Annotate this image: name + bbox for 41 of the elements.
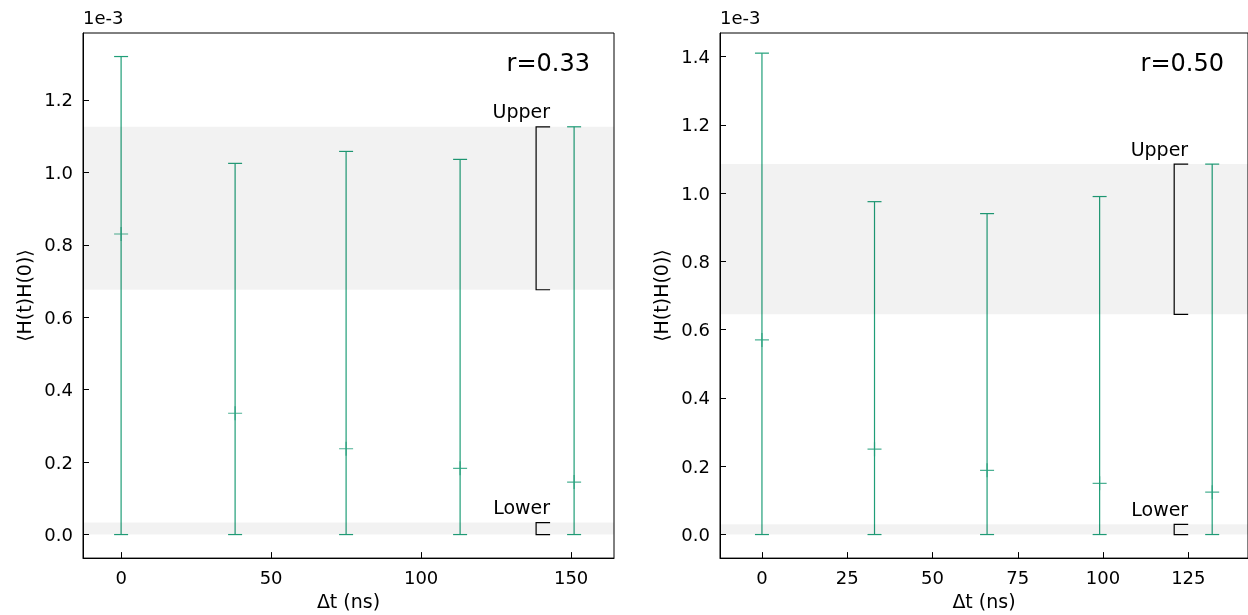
y-tick-label: 0.0 [681, 524, 710, 546]
y-tick-label: 0.8 [44, 234, 73, 256]
y-tick-label: 0.8 [681, 250, 710, 272]
y-tick-label: 1.0 [681, 182, 710, 204]
x-tick-label: 0 [115, 566, 127, 588]
text: 1e-3 [720, 6, 761, 28]
x-tick-label: 25 [835, 566, 859, 588]
x-tick-label: 100 [403, 566, 439, 588]
x-axis-title: Δt (ns) [952, 589, 1016, 612]
band-label: Upper [1130, 137, 1189, 160]
x-tick-label: 50 [259, 566, 283, 588]
band-label: Upper [492, 100, 551, 123]
x-tick-label: 0 [756, 566, 768, 588]
y-tick-label: 0.4 [681, 387, 710, 409]
y-tick-label: 0.4 [44, 379, 73, 401]
y-tick-label: 1.2 [681, 114, 710, 136]
y-tick-label: 1.2 [44, 89, 73, 111]
annotation: r=0.50 [1140, 49, 1225, 77]
y-tick-label: 0.0 [44, 524, 73, 546]
y-tick-label: 0.2 [44, 451, 73, 473]
point [980, 463, 995, 478]
y-tick-label: 0.2 [681, 455, 710, 477]
y-axis-title: ⟨H(t)H(0)⟩ [649, 249, 672, 342]
band-label: Lower [1131, 497, 1189, 520]
y-tick-label: 1.4 [681, 46, 710, 68]
y-tick-label: 0.6 [681, 319, 710, 341]
y-tick-label: 1.0 [44, 161, 73, 183]
band-label: Lower [493, 496, 551, 519]
x-tick-label: 50 [921, 566, 944, 588]
point [567, 475, 582, 490]
x-tick-label: 100 [1085, 566, 1121, 588]
x-tick-label: 75 [1006, 566, 1030, 588]
y-axis-title: ⟨H(t)H(0)⟩ [12, 249, 35, 342]
y-tick-label: 0.6 [44, 306, 73, 328]
x-tick-label: 150 [553, 566, 589, 588]
text: 1e-3 [83, 6, 124, 28]
point [114, 226, 129, 241]
x-axis-title: Δt (ns) [316, 589, 381, 612]
point [754, 332, 769, 347]
annotation: r=0.33 [506, 49, 591, 77]
x-tick-label: 125 [1171, 566, 1206, 588]
